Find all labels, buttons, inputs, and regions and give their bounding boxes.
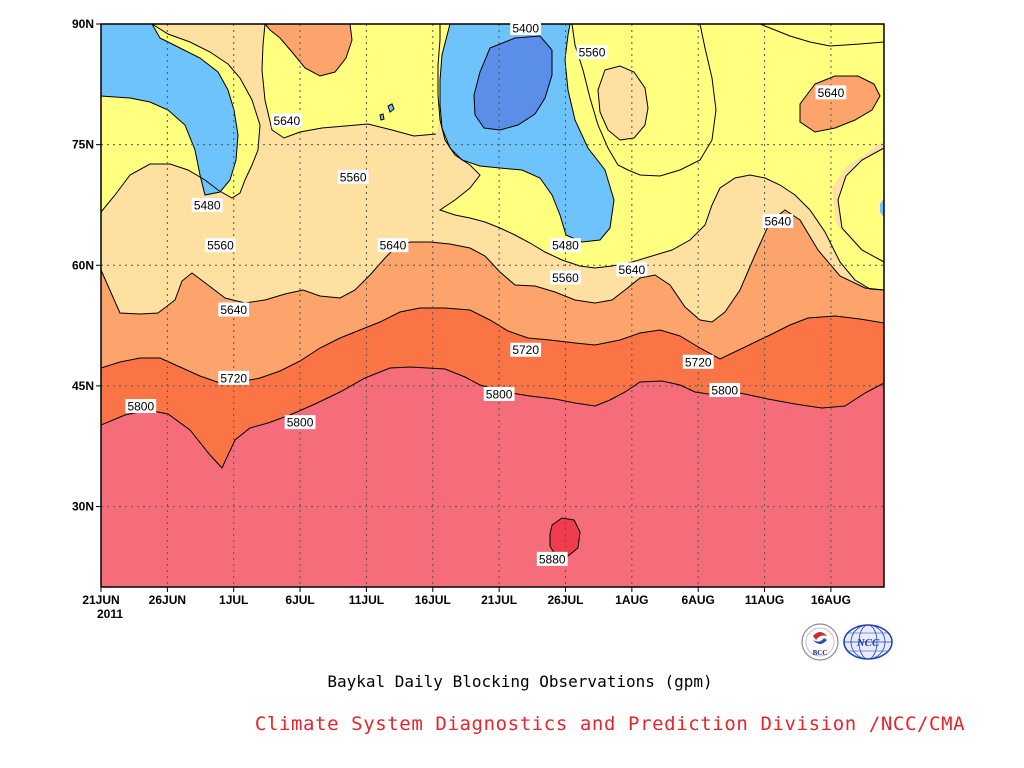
contour-line-5640-top	[264, 24, 353, 77]
x-axis: 21JUN 26JUN 1JUL 6JUL 11JUL 16JUL 21JUL 26JUL 1A…	[82, 587, 851, 621]
contour-label-box	[576, 45, 608, 60]
bcc-logo: BCC	[801, 623, 839, 661]
contour-label: 5640	[220, 303, 247, 317]
contour-label: 5560	[552, 271, 579, 285]
y-tick-label: 60N	[72, 258, 94, 272]
x-tick-label: 11AUG	[745, 593, 784, 607]
fill-yellow-right	[838, 148, 884, 262]
contour-label-box	[709, 382, 741, 397]
contour-line-5880	[549, 517, 581, 557]
source-credit: Climate System Diagnostics and Predictio…	[254, 713, 966, 735]
contour-label-box	[218, 370, 250, 385]
contour-label-box	[205, 238, 236, 253]
y-tick-label: 90N	[72, 17, 94, 31]
bcc-logo-text: BCC	[813, 649, 828, 657]
contour-line-5560-d	[571, 24, 717, 177]
contour-label-box	[337, 169, 369, 184]
contour-label: 5800	[711, 383, 738, 397]
contour-line-5560	[101, 24, 261, 213]
contour-label-box	[377, 238, 409, 253]
x-tick-label: 26JUL	[547, 593, 583, 607]
contour-label: 5480	[552, 239, 579, 253]
ncc-logo: NCC	[843, 624, 893, 660]
x-tick-label: 16AUG	[811, 593, 851, 607]
x-year-label: 2011	[97, 607, 123, 621]
fill-pale-island	[598, 66, 648, 140]
contour-line-5480-left	[101, 24, 239, 196]
x-tick-label: 21JUN	[82, 593, 119, 607]
contour-label: 5720	[512, 343, 539, 357]
contour-label: 5720	[685, 355, 712, 369]
fill-pale-middle	[101, 24, 884, 322]
contour-label-box	[550, 270, 581, 285]
contour-label-box	[536, 551, 568, 566]
contour-label: 5560	[207, 239, 234, 253]
contour-label: 5640	[273, 114, 300, 128]
contour-label: 5480	[194, 198, 221, 212]
fill-red-blob	[550, 518, 580, 556]
contour-label-box	[762, 214, 794, 229]
contour-label: 5640	[764, 215, 791, 229]
contour-line-5640-right	[799, 75, 881, 133]
x-tick-label: 11JUL	[349, 593, 384, 607]
contour-label: 5720	[220, 371, 247, 385]
x-tick-label: 26JUN	[149, 593, 186, 607]
contour-label-box	[815, 85, 847, 100]
contour-label-box	[510, 342, 542, 357]
contour-line-5560-b	[437, 24, 884, 291]
contour-label-box	[510, 21, 542, 36]
chart-title: Baykal Daily Blocking Observations (gpm)	[327, 672, 713, 691]
x-tick-label: 1AUG	[615, 593, 648, 607]
grid-lines	[101, 24, 884, 587]
contour-label: 5640	[618, 263, 645, 277]
contour-line-5560-f	[759, 24, 884, 47]
y-tick-label: 30N	[72, 500, 94, 514]
contour-line-blue-dot-1	[387, 103, 395, 113]
contour-label-box	[125, 399, 157, 414]
contour-line-5560-e	[837, 147, 884, 263]
contour-label-box	[191, 197, 223, 212]
contour-line-5480-center	[439, 24, 615, 243]
x-tick-label: 6AUG	[682, 593, 715, 607]
contour-label: 5800	[486, 387, 513, 401]
x-tick-label: 6JUL	[285, 593, 314, 607]
contour-label: 5640	[380, 239, 407, 253]
contour-labels: 5400 5560 5640 5640 5560 5480 5640 5560 5640 5480…	[125, 21, 847, 566]
contour-label-box	[284, 415, 316, 430]
x-tick-label: 1JUL	[219, 593, 248, 607]
ncc-logo-text: NCC	[856, 637, 880, 649]
contour-label: 5640	[818, 86, 845, 100]
contour-label-box	[218, 302, 250, 317]
x-tick-label: 16JUL	[415, 593, 451, 607]
plot-frame	[100, 23, 885, 588]
fill-orange-top	[265, 24, 352, 76]
fill-blue-nub	[880, 198, 884, 218]
logos: BCC NCC	[800, 622, 896, 662]
contour-label: 5800	[127, 400, 154, 414]
contour-line-5400	[473, 35, 553, 131]
contour-line-blue-dot-2	[379, 113, 385, 121]
contour-label: 5400	[512, 22, 539, 36]
contour-label: 5800	[287, 416, 314, 430]
contour-label: 5560	[579, 46, 606, 60]
contour-line-5640	[101, 209, 884, 323]
contour-label-box	[483, 386, 515, 401]
contour-label-box	[682, 354, 714, 369]
contour-label-box	[271, 113, 303, 128]
y-tick-label: 75N	[72, 138, 94, 152]
fill-blue-deep	[474, 36, 552, 130]
x-tick-label: 21JUL	[481, 593, 517, 607]
contour-label-box	[616, 262, 648, 277]
y-axis: 30N 45N 60N 75N 90N	[72, 17, 101, 514]
fill-blue-left	[101, 24, 238, 195]
contour-label: 5560	[340, 170, 367, 184]
contour-label-box	[550, 238, 581, 253]
contour-line-5560-g	[597, 65, 649, 141]
contour-label: 5880	[539, 552, 566, 566]
y-tick-label: 45N	[72, 379, 94, 393]
